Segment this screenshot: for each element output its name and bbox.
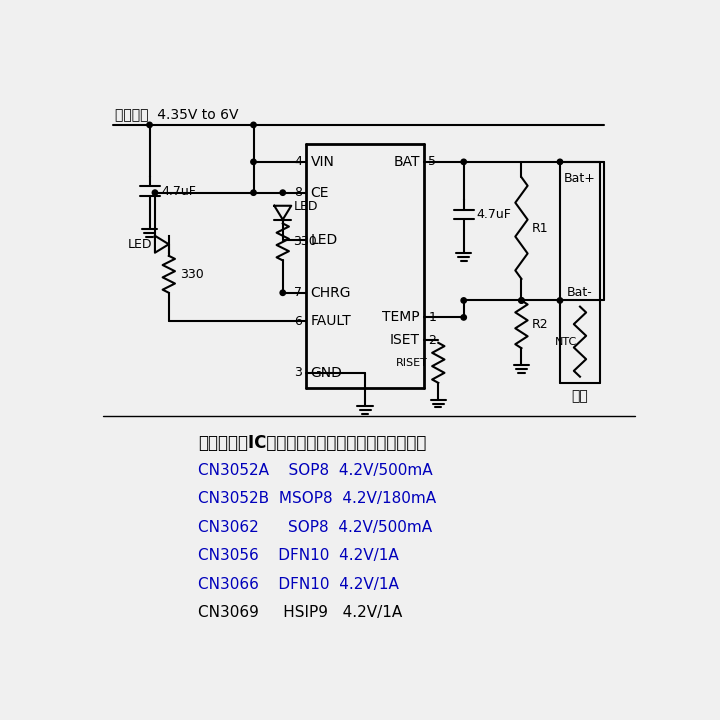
Circle shape [147,122,152,127]
Text: 输入电压  4.35V to 6V: 输入电压 4.35V to 6V [115,107,238,121]
Text: LED: LED [310,233,338,248]
Text: RISET: RISET [396,358,428,368]
Text: LED: LED [127,238,152,251]
Text: 4.7uF: 4.7uF [476,207,511,221]
Text: BAT: BAT [393,155,420,169]
Text: CN3052B  MSOP8  4.2V/180mA: CN3052B MSOP8 4.2V/180mA [198,492,436,506]
Text: 4: 4 [294,156,302,168]
Text: 6: 6 [294,315,302,328]
Text: TEMP: TEMP [382,310,420,325]
Text: CHRG: CHRG [310,286,351,300]
Text: 电池: 电池 [572,389,588,403]
Circle shape [280,190,285,195]
Text: Bat+: Bat+ [564,172,596,185]
Text: 2: 2 [428,334,436,347]
Text: 8: 8 [294,186,302,199]
Text: 330: 330 [179,268,203,281]
Text: 330: 330 [294,235,318,248]
Circle shape [251,190,256,195]
Circle shape [557,159,562,165]
Text: GND: GND [310,366,342,380]
Text: CN3052A    SOP8  4.2V/500mA: CN3052A SOP8 4.2V/500mA [198,463,433,478]
Text: CE: CE [310,186,329,199]
Text: 锂电池充电IC系列：输出电流可通过一个电阻调节: 锂电池充电IC系列：输出电流可通过一个电阻调节 [198,434,426,452]
Text: FAULT: FAULT [310,314,351,328]
Text: 5: 5 [428,156,436,168]
Circle shape [461,298,467,303]
Circle shape [152,190,158,195]
Circle shape [461,159,467,165]
Text: 4.7uF: 4.7uF [162,184,197,197]
Text: CN3066    DFN10  4.2V/1A: CN3066 DFN10 4.2V/1A [198,577,399,592]
Text: 1: 1 [428,311,436,324]
Text: 7: 7 [294,287,302,300]
Text: 3: 3 [294,366,302,379]
Circle shape [461,315,467,320]
Circle shape [557,298,562,303]
Circle shape [519,298,524,303]
Text: NTC: NTC [554,337,577,346]
Text: R1: R1 [532,222,549,235]
Text: CN3069     HSIP9   4.2V/1A: CN3069 HSIP9 4.2V/1A [198,606,402,621]
Text: Bat-: Bat- [567,286,593,299]
Circle shape [251,159,256,165]
Circle shape [519,298,524,303]
Text: CN3062      SOP8  4.2V/500mA: CN3062 SOP8 4.2V/500mA [198,520,432,535]
Text: LED: LED [294,199,318,212]
Text: ISET: ISET [390,333,420,348]
Text: VIN: VIN [310,155,334,169]
Text: CN3056    DFN10  4.2V/1A: CN3056 DFN10 4.2V/1A [198,549,399,563]
Circle shape [251,122,256,127]
Text: R2: R2 [532,318,549,330]
Circle shape [280,290,285,295]
